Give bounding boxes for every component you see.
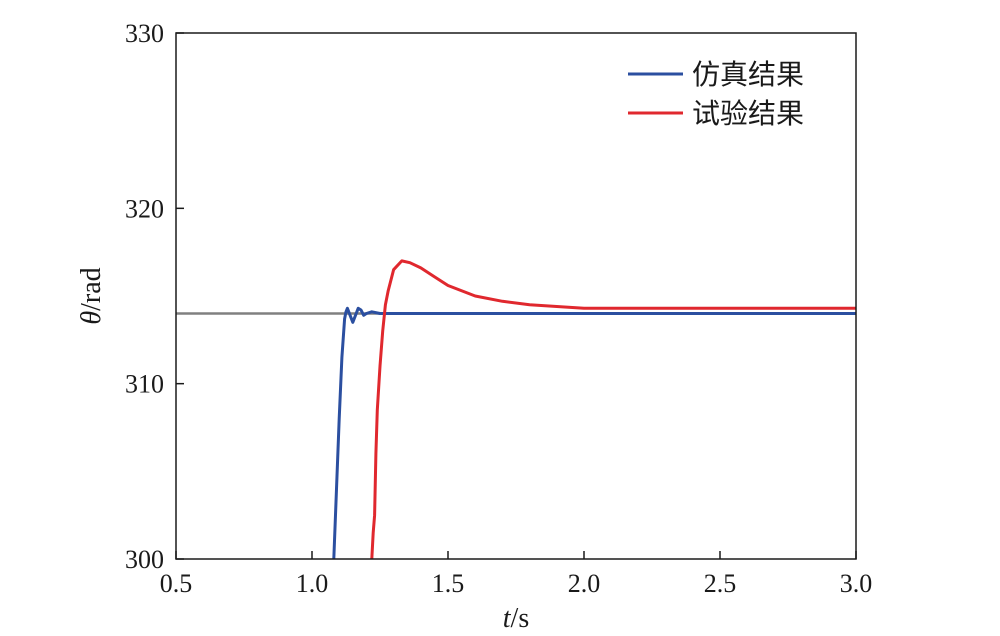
x-tick-label: 3.0 [840, 569, 873, 598]
x-tick-label: 1.5 [432, 569, 465, 598]
legend: 仿真结果 试验结果 [628, 58, 804, 130]
x-tick-label: 0.5 [160, 569, 193, 598]
x-tick-label: 2.0 [568, 569, 601, 598]
series-line-experiment [370, 259, 856, 559]
y-tick-label: 300 [125, 545, 164, 574]
series-line-simulation [332, 306, 856, 559]
legend-label-simulation: 仿真结果 [692, 58, 804, 91]
y-axis-label: θ/rad [76, 267, 107, 324]
x-tick-label: 1.0 [296, 569, 329, 598]
legend-label-experiment: 试验结果 [692, 97, 804, 130]
x-axis-label: t/s [503, 603, 529, 634]
plot-frame [175, 32, 857, 560]
y-tick-label: 310 [125, 370, 164, 399]
y-tick-label: 330 [125, 19, 164, 48]
y-tick-label: 320 [125, 194, 164, 223]
x-tick-label: 2.5 [704, 569, 737, 598]
